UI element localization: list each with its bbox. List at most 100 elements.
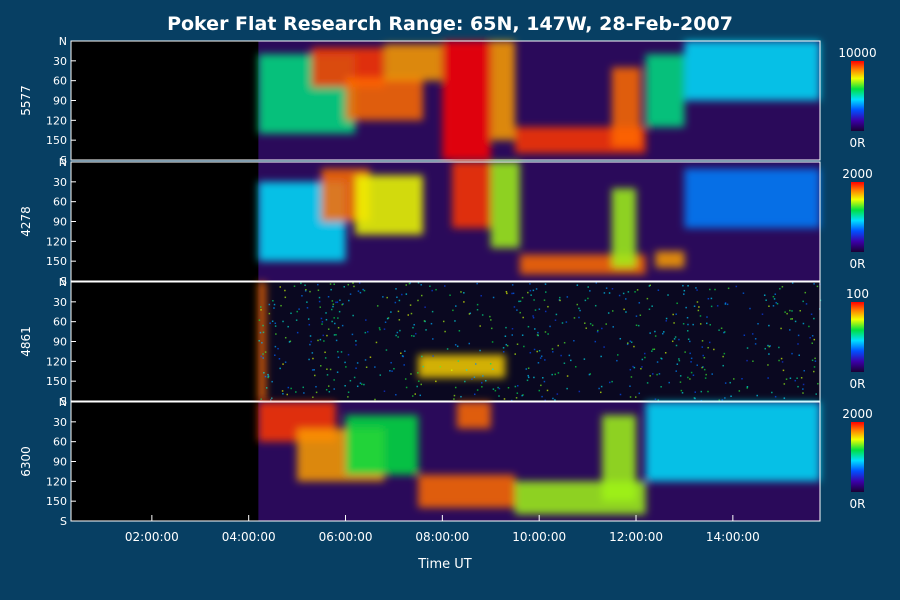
noise-dot	[535, 288, 538, 290]
noise-dot	[324, 351, 326, 354]
noise-dot	[703, 368, 706, 371]
noise-dot	[694, 391, 697, 393]
noise-dot	[327, 295, 330, 298]
noise-dot	[311, 369, 314, 371]
noise-dot	[690, 371, 693, 374]
noise-dot	[724, 303, 727, 305]
noise-dot	[658, 373, 661, 375]
noise-dot	[325, 388, 328, 391]
noise-dot	[687, 338, 690, 341]
noise-dot	[422, 365, 425, 368]
noise-dot	[305, 288, 307, 291]
noise-dot	[394, 301, 397, 304]
noise-dot	[644, 352, 646, 355]
noise-dot	[333, 379, 335, 381]
noise-dot	[338, 310, 341, 313]
noise-dot	[449, 294, 451, 296]
noise-dot	[341, 303, 343, 306]
noise-dot	[802, 388, 804, 390]
noise-dot	[301, 295, 303, 297]
colorbar-min-label: 0R	[850, 257, 866, 271]
noise-dot	[537, 334, 539, 337]
noise-dot	[695, 287, 697, 289]
noise-dot	[532, 316, 535, 319]
noise-dot	[526, 379, 529, 382]
noise-dot	[331, 320, 333, 323]
noise-dot	[274, 354, 276, 356]
y-tick-label: S	[60, 395, 67, 408]
noise-dot	[460, 395, 462, 398]
noise-dot	[369, 356, 372, 358]
noise-dot	[522, 316, 524, 319]
noise-dot	[452, 309, 454, 312]
noise-speckle	[258, 282, 822, 403]
noise-dot	[594, 340, 597, 343]
noise-dot	[464, 380, 466, 383]
noise-dot	[352, 282, 354, 284]
noise-dot	[616, 359, 618, 362]
noise-dot	[811, 342, 814, 344]
noise-dot	[344, 361, 346, 364]
noise-dot	[718, 399, 721, 401]
noise-dot	[703, 356, 706, 359]
noise-dot	[333, 317, 335, 319]
noise-dot	[682, 323, 685, 325]
noise-dot	[312, 357, 314, 360]
noise-dot	[491, 341, 494, 343]
noise-dot	[308, 358, 310, 361]
noise-dot	[809, 336, 811, 339]
noise-dot	[391, 370, 393, 372]
noise-dot	[723, 331, 725, 334]
noise-dot	[722, 364, 724, 367]
y-tick-label: N	[59, 35, 67, 48]
noise-dot	[481, 314, 484, 316]
noise-dot	[746, 359, 748, 362]
noise-dot	[319, 365, 322, 367]
noise-dot	[507, 387, 510, 389]
noise-dot	[698, 306, 700, 308]
noise-dot	[696, 289, 698, 291]
intensity-feature	[655, 251, 685, 268]
noise-dot	[751, 333, 754, 335]
noise-dot	[321, 321, 324, 323]
noise-dot	[506, 344, 509, 347]
x-tick-label: 06:00:00	[319, 530, 373, 544]
noise-dot	[365, 319, 367, 321]
noise-dot	[588, 373, 591, 376]
noise-dot	[379, 328, 381, 331]
noise-dot	[468, 342, 471, 345]
noise-dot	[409, 304, 412, 306]
noise-dot	[287, 386, 290, 389]
noise-dot	[578, 390, 581, 393]
noise-dot	[463, 301, 465, 303]
noise-dot	[471, 378, 473, 380]
noise-dot	[746, 386, 749, 388]
noise-dot	[385, 349, 388, 351]
noise-dot	[629, 385, 631, 387]
noise-dot	[785, 378, 788, 380]
noise-dot	[473, 393, 476, 396]
noise-dot	[654, 335, 657, 337]
noise-dot	[726, 303, 729, 306]
noise-dot	[543, 299, 546, 301]
noise-dot	[361, 383, 363, 385]
noise-dot	[259, 331, 262, 334]
noise-dot	[689, 352, 691, 355]
noise-dot	[783, 383, 786, 385]
noise-dot	[600, 385, 603, 388]
y-tick-label: 90	[53, 95, 67, 108]
noise-dot	[324, 357, 327, 359]
y-tick-label: S	[60, 515, 67, 528]
noise-dot	[405, 284, 408, 286]
noise-dot	[306, 307, 309, 309]
noise-dot	[578, 316, 580, 319]
noise-dot	[630, 341, 633, 343]
noise-dot	[356, 385, 359, 388]
noise-dot	[724, 302, 727, 304]
noise-dot	[261, 342, 263, 344]
noise-dot	[664, 352, 667, 354]
noise-dot	[362, 288, 364, 291]
noise-dot	[420, 284, 422, 286]
noise-dot	[724, 397, 726, 399]
noise-dot	[349, 293, 352, 295]
